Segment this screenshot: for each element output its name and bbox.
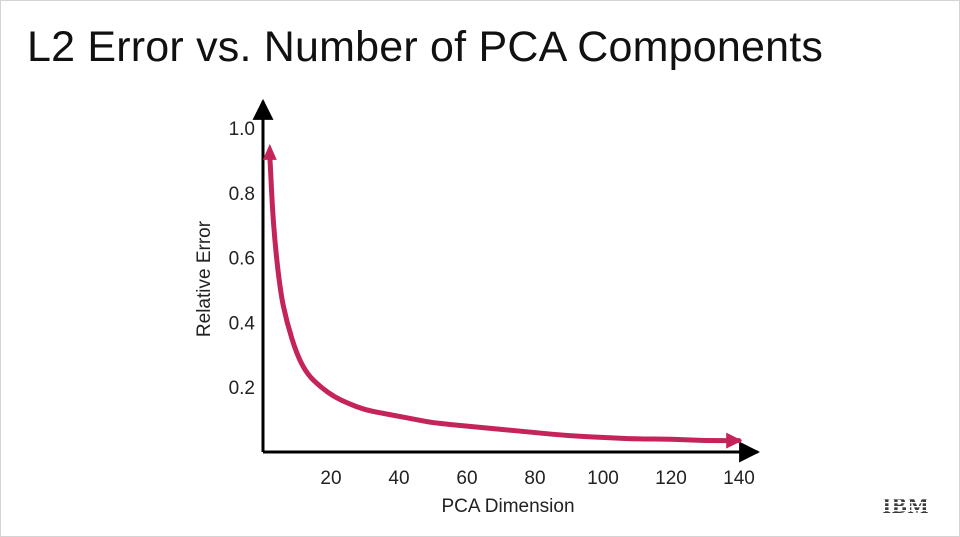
error-curve-line bbox=[267, 155, 743, 449]
x-tick-label: 40 bbox=[388, 468, 409, 489]
y-tick-label: 0.2 bbox=[229, 378, 255, 399]
x-axis-label: PCA Dimension bbox=[441, 496, 574, 517]
curve-start-arrowhead bbox=[262, 143, 277, 160]
svg-text:IBM: IBM bbox=[883, 494, 930, 516]
y-axis-label: Relative Error bbox=[194, 220, 215, 337]
x-tick-label: 80 bbox=[524, 468, 545, 489]
y-tick-label: 1.0 bbox=[229, 119, 255, 140]
ibm-logo: IBM bbox=[877, 494, 935, 516]
y-tick-labels: 0.2 0.4 0.6 0.8 1.0 bbox=[229, 119, 256, 399]
y-tick-label: 0.8 bbox=[229, 184, 255, 205]
y-tick-label: 0.6 bbox=[229, 249, 255, 270]
series-layer bbox=[262, 143, 743, 449]
x-tick-label: 60 bbox=[456, 468, 477, 489]
y-tick-label: 0.4 bbox=[229, 313, 256, 334]
x-tick-label: 120 bbox=[655, 468, 687, 489]
x-tick-labels: 20 40 60 80 100 120 140 bbox=[320, 468, 754, 489]
x-tick-label: 20 bbox=[320, 468, 341, 489]
slide-title: L2 Error vs. Number of PCA Components bbox=[27, 23, 824, 71]
x-tick-label: 100 bbox=[587, 468, 619, 489]
x-tick-label: 140 bbox=[723, 468, 755, 489]
